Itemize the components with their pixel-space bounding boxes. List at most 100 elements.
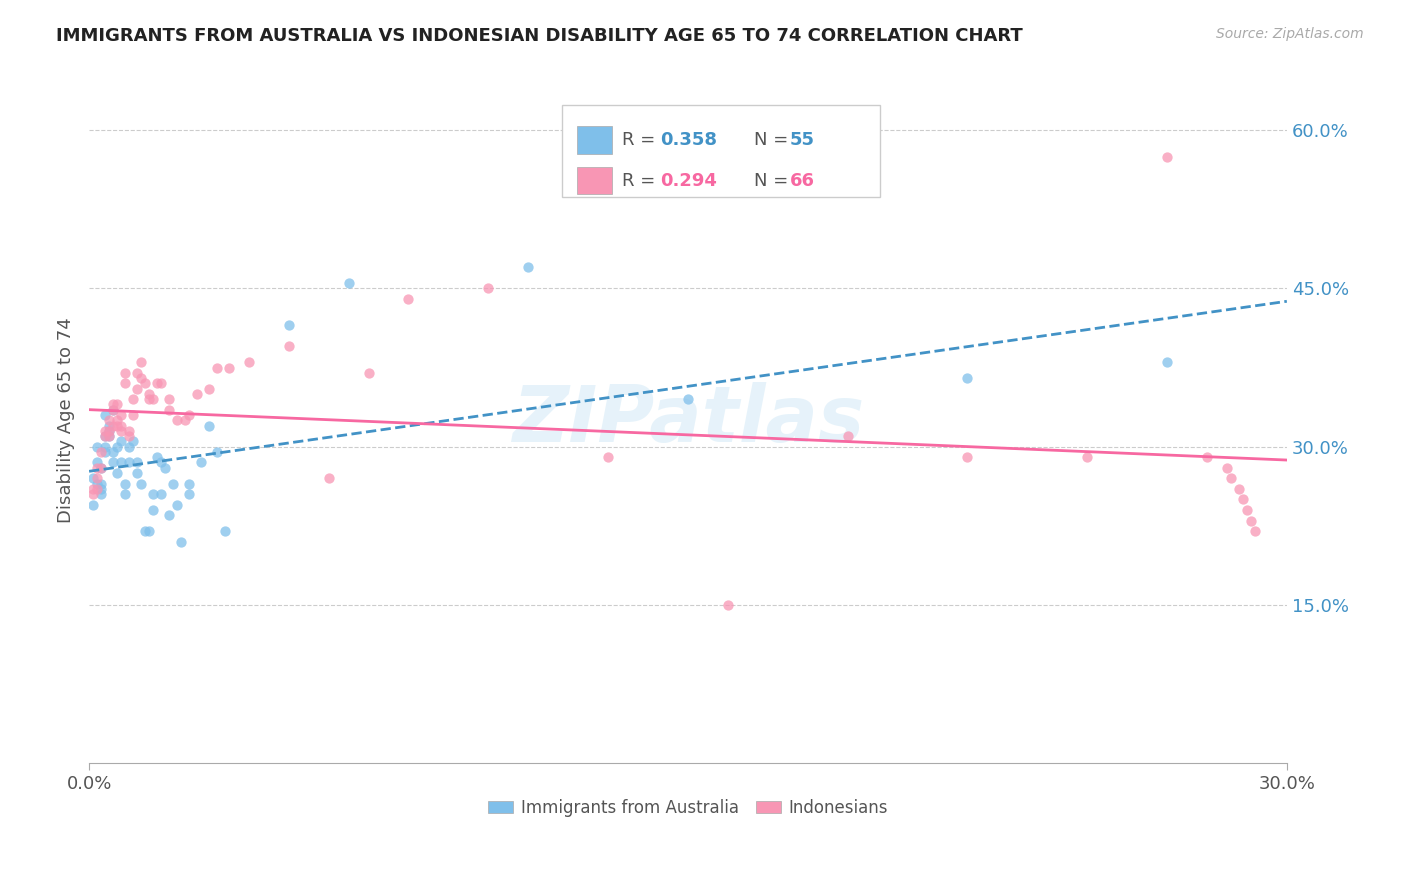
Point (134, 524, 156, 538)
Point (90, 460, 112, 475)
Text: N =: N = (754, 131, 794, 149)
Point (1232, 492, 1254, 507)
Point (146, 376, 169, 391)
Point (162, 476, 184, 491)
Point (1076, 450, 1098, 465)
Point (86, 440, 108, 454)
Point (218, 360, 240, 375)
FancyBboxPatch shape (576, 167, 613, 194)
Point (101, 445, 124, 459)
Point (105, 466, 128, 480)
Point (90, 445, 112, 459)
Point (101, 418, 124, 433)
Point (149, 376, 172, 391)
Point (129, 371, 152, 385)
Point (90, 476, 112, 491)
Point (598, 450, 620, 465)
Point (82, 498, 104, 512)
Point (1240, 514, 1263, 528)
Point (86, 482, 108, 496)
Point (198, 418, 221, 433)
Point (101, 455, 124, 469)
Point (398, 292, 420, 306)
Point (105, 413, 128, 427)
Point (205, 360, 228, 375)
Point (177, 476, 200, 491)
Point (82, 487, 104, 501)
Point (98, 413, 121, 427)
Point (146, 450, 169, 465)
Point (105, 397, 128, 411)
Text: ZIPatlas: ZIPatlas (512, 383, 865, 458)
Point (125, 366, 148, 380)
Text: 66: 66 (790, 172, 814, 190)
Text: IMMIGRANTS FROM AUSTRALIA VS INDONESIAN DISABILITY AGE 65 TO 74 CORRELATION CHAR: IMMIGRANTS FROM AUSTRALIA VS INDONESIAN … (56, 27, 1024, 45)
Point (118, 429, 141, 443)
Point (337, 276, 360, 290)
Point (205, 445, 228, 459)
Point (105, 440, 128, 454)
Point (82, 482, 104, 496)
Text: N =: N = (754, 172, 794, 190)
Point (1244, 524, 1267, 538)
Text: 0.294: 0.294 (661, 172, 717, 190)
Point (153, 460, 176, 475)
Point (149, 487, 172, 501)
Point (110, 418, 132, 433)
Point (110, 408, 132, 422)
Point (956, 450, 979, 465)
Point (101, 397, 124, 411)
Point (149, 455, 172, 469)
Point (1227, 482, 1250, 496)
Point (138, 392, 160, 407)
Point (118, 424, 141, 438)
Point (1219, 471, 1241, 485)
Point (94, 408, 117, 422)
Point (357, 366, 380, 380)
Point (517, 260, 540, 275)
Point (101, 402, 124, 417)
Point (94, 429, 117, 443)
Point (90, 487, 112, 501)
Point (1156, 150, 1178, 164)
Point (114, 376, 136, 391)
Point (157, 392, 180, 407)
Legend: Immigrants from Australia, Indonesians: Immigrants from Australia, Indonesians (481, 792, 896, 823)
Point (114, 476, 136, 491)
Point (118, 455, 141, 469)
Point (98, 424, 121, 438)
Point (90, 482, 112, 496)
FancyBboxPatch shape (562, 105, 880, 197)
Point (142, 392, 165, 407)
Point (86, 476, 108, 491)
Point (110, 455, 132, 469)
Point (142, 503, 165, 517)
Point (105, 418, 128, 433)
Point (98, 429, 121, 443)
Point (94, 424, 117, 438)
Point (110, 424, 132, 438)
Point (122, 392, 145, 407)
Point (129, 476, 152, 491)
Point (86, 460, 108, 475)
Point (186, 387, 208, 401)
Point (94, 440, 117, 454)
Point (110, 434, 132, 449)
Point (129, 355, 152, 369)
Point (177, 487, 200, 501)
Point (142, 487, 165, 501)
Point (125, 466, 148, 480)
Point (717, 598, 740, 612)
Point (157, 402, 180, 417)
Point (170, 534, 193, 549)
Point (477, 281, 499, 295)
Point (125, 455, 148, 469)
Point (1236, 503, 1258, 517)
Text: R =: R = (621, 172, 661, 190)
Point (94, 429, 117, 443)
Text: Source: ZipAtlas.com: Source: ZipAtlas.com (1216, 27, 1364, 41)
Point (90, 460, 112, 475)
Point (98, 429, 121, 443)
Point (676, 392, 699, 407)
FancyBboxPatch shape (576, 127, 613, 153)
